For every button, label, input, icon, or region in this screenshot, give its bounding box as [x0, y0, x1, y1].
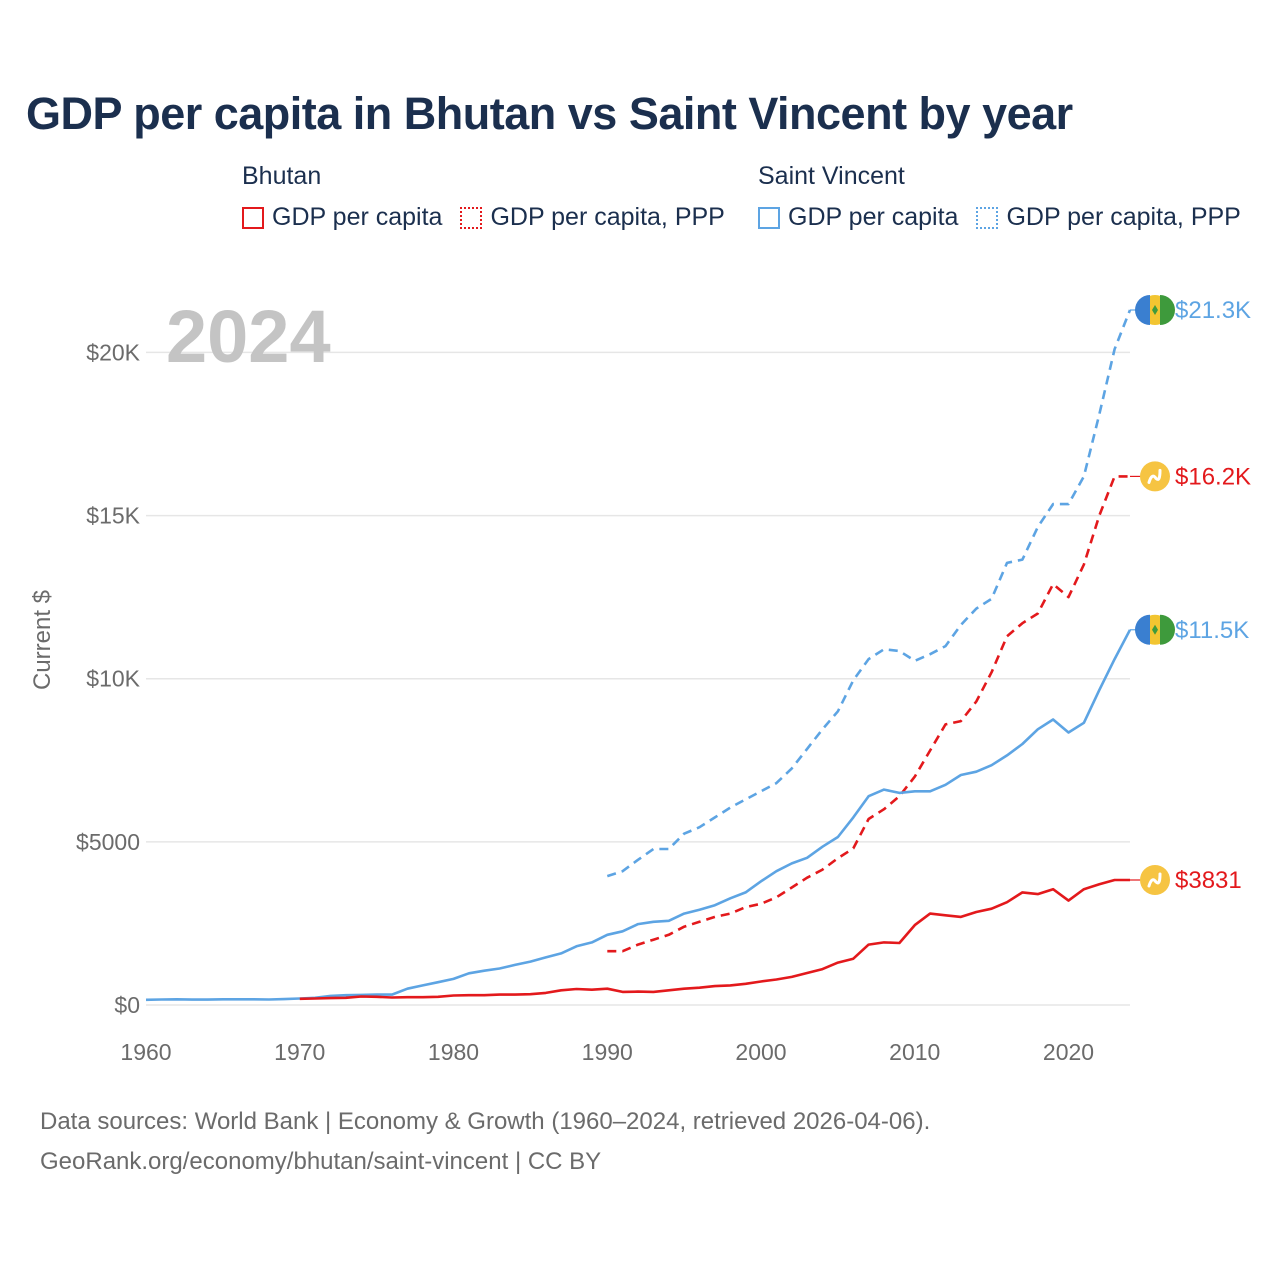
legend-swatch-dotted: [976, 206, 999, 229]
y-tick-label: $10K: [86, 666, 140, 692]
legend-label: GDP per capita: [788, 203, 959, 231]
legend-swatch-dotted: [460, 206, 483, 229]
flag-diamond: [1152, 305, 1158, 315]
x-tick-label: 2020: [1043, 1039, 1094, 1065]
end-value-label: $21.3K: [1175, 297, 1251, 324]
footer-attribution[interactable]: GeoRank.org/economy/bhutan/saint-vincent…: [40, 1148, 602, 1175]
x-tick-label: 2000: [735, 1039, 786, 1065]
end-value-label: $11.5K: [1175, 617, 1249, 644]
saint-vincent-flag-icon: [1135, 614, 1175, 645]
legend-item-bhutan-gdp[interactable]: GDP per capita: [242, 203, 442, 232]
x-tick-label: 1990: [582, 1039, 633, 1065]
x-tick-label: 2010: [889, 1039, 940, 1065]
x-tick-label: 1960: [120, 1039, 171, 1065]
legend-item-saint-vincent-gdp-ppp[interactable]: GDP per capita, PPP: [976, 203, 1241, 232]
end-value-label: $16.2K: [1175, 463, 1251, 490]
legend-label: GDP per capita, PPP: [490, 203, 725, 231]
flag-diamond: [1152, 624, 1158, 635]
flag-blue-band: [1135, 295, 1150, 325]
legend-item-bhutan-gdp-ppp[interactable]: GDP per capita, PPP: [460, 203, 725, 232]
legend-swatch-solid: [758, 206, 780, 229]
y-tick-label: $15K: [86, 503, 140, 529]
flag-green-band: [1160, 295, 1175, 325]
flag-dragon: [1147, 872, 1162, 888]
chart-title: GDP per capita in Bhutan vs Saint Vincen…: [26, 88, 1073, 139]
legend-group-title: Bhutan: [242, 162, 322, 190]
end-labels: $21.3K $16.2K $11.5K $3831: [1130, 295, 1251, 895]
legend-group-title: Saint Vincent: [758, 162, 905, 190]
end-value-label: $3831: [1175, 867, 1242, 894]
axes: $0 $5000 $10K $15K $20K 1960 1970 1980 1990 2000 2…: [76, 339, 1094, 1065]
x-tick-label: 1980: [428, 1039, 479, 1065]
bhutan-flag-icon: [1140, 461, 1170, 492]
legend-label: GDP per capita, PPP: [1006, 203, 1241, 231]
year-watermark: 2024: [166, 295, 331, 378]
flag-green-band: [1160, 614, 1175, 645]
y-tick-label: $5000: [76, 829, 140, 855]
saint-vincent-flag-icon: [1135, 295, 1175, 325]
legend-group-bhutan: Bhutan GDP per capita GDP per capita, PP…: [242, 162, 725, 232]
bhutan-flag-icon: [1140, 864, 1170, 895]
flag-dragon: [1147, 468, 1162, 484]
y-axis-title: Current $: [29, 590, 56, 690]
y-tick-label: $20K: [86, 339, 140, 365]
line-chart: 2024 $0 $5000 $10K $15K $20K 1960 1970 1980 1990…: [29, 295, 1251, 1065]
series-line-saint-vincent-gdp-per-capita-ppp[interactable]: [606, 309, 1132, 878]
x-tick-label: 1970: [274, 1039, 325, 1065]
legend-label: GDP per capita: [272, 203, 443, 231]
series: [145, 309, 1132, 1002]
series-line-bhutan-gdp-per-capita-ppp[interactable]: [607, 475, 1130, 953]
legend-group-saint-vincent: Saint Vincent GDP per capita GDP per cap…: [758, 162, 1241, 232]
series-line-bhutan-gdp-per-capita[interactable]: [299, 878, 1130, 1001]
grid: [146, 351, 1130, 1006]
legend-swatch-solid: [242, 206, 264, 229]
footer-source: Data sources: World Bank | Economy & Gro…: [40, 1108, 931, 1135]
flag-blue-band: [1135, 614, 1150, 645]
legend-item-saint-vincent-gdp[interactable]: GDP per capita: [758, 203, 958, 232]
y-tick-label: $0: [114, 992, 140, 1018]
